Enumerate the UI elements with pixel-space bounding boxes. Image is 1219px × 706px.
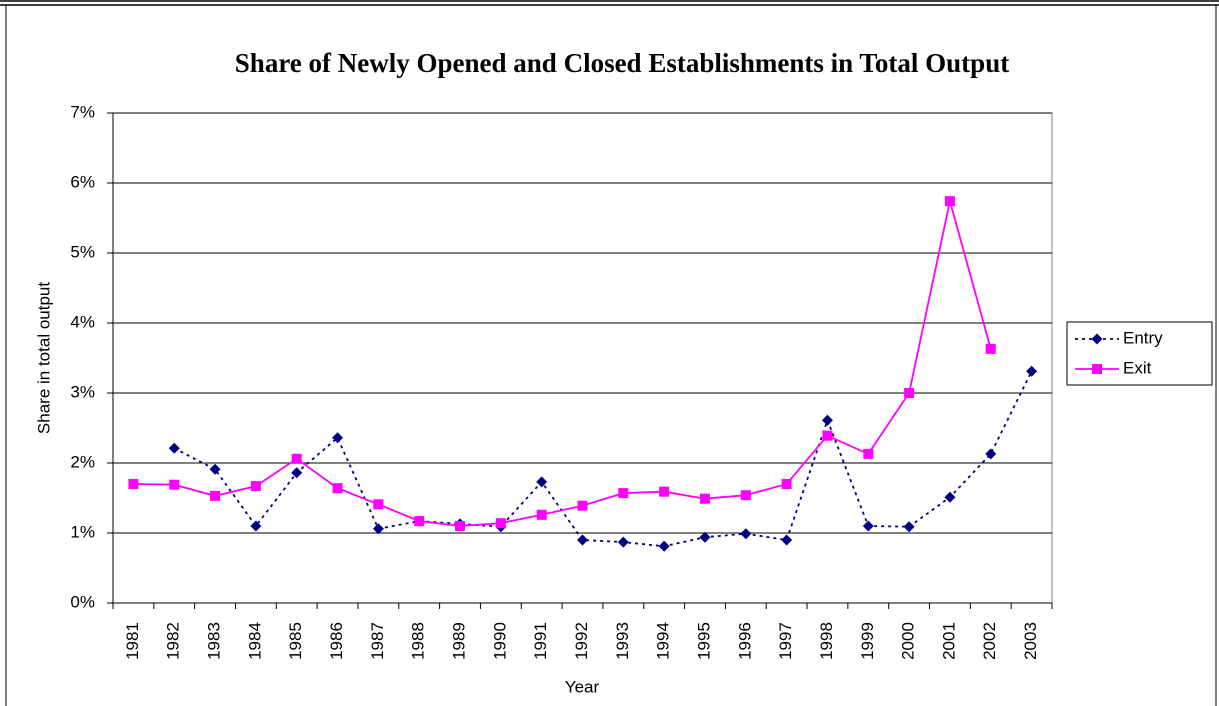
x-tick-label: 1996 bbox=[735, 622, 754, 660]
x-tick-label: 1987 bbox=[368, 622, 387, 660]
chart-title: Share of Newly Opened and Closed Establi… bbox=[235, 48, 1009, 78]
exit-marker bbox=[128, 479, 139, 489]
y-tick-label: 6% bbox=[70, 172, 95, 191]
x-tick-label: 1983 bbox=[205, 622, 224, 660]
entry-marker bbox=[332, 432, 344, 444]
x-tick-label: 2002 bbox=[980, 622, 999, 660]
x-tick-label: 1997 bbox=[776, 622, 795, 660]
legend-label: Exit bbox=[1123, 358, 1152, 377]
exit-marker bbox=[250, 481, 261, 492]
entry-marker bbox=[536, 476, 548, 488]
entry-marker bbox=[291, 467, 303, 479]
x-tick-label: 1986 bbox=[327, 622, 346, 660]
entry-marker bbox=[699, 531, 711, 543]
exit-marker bbox=[740, 490, 751, 501]
exit-marker bbox=[985, 343, 996, 354]
y-tick-label: 0% bbox=[70, 592, 95, 611]
x-tick-label: 1992 bbox=[572, 622, 591, 660]
exit-marker bbox=[210, 490, 221, 501]
entry-marker bbox=[617, 536, 629, 548]
series-line bbox=[173, 370, 1033, 548]
exit-marker bbox=[536, 509, 547, 520]
legend-box bbox=[1066, 321, 1213, 386]
exit-marker bbox=[781, 479, 792, 489]
x-tick-label: 1994 bbox=[654, 622, 673, 660]
entry-marker bbox=[821, 414, 833, 426]
exit-marker bbox=[699, 493, 710, 504]
entry-marker bbox=[168, 442, 180, 454]
entry-marker bbox=[903, 521, 915, 533]
entry-marker bbox=[250, 520, 262, 532]
x-tick-label: 1985 bbox=[286, 622, 305, 660]
exit-marker bbox=[659, 486, 670, 497]
exit-marker bbox=[414, 516, 425, 527]
y-tick-label: 7% bbox=[70, 102, 95, 121]
x-tick-label: 1989 bbox=[450, 622, 469, 660]
entry-marker bbox=[985, 448, 997, 460]
exit-marker bbox=[373, 499, 384, 510]
exit-marker bbox=[944, 196, 955, 207]
y-axis-label: Share in total output bbox=[34, 282, 53, 434]
entry-marker bbox=[577, 534, 588, 546]
entry-marker bbox=[209, 463, 221, 475]
y-tick-label: 1% bbox=[70, 522, 95, 541]
y-tick-label: 2% bbox=[70, 452, 95, 471]
x-tick-label: 1982 bbox=[164, 622, 183, 660]
legend-label: Entry bbox=[1123, 328, 1163, 347]
y-tick-label: 4% bbox=[70, 312, 95, 331]
x-tick-label: 1998 bbox=[817, 622, 836, 660]
entry-marker bbox=[862, 520, 874, 532]
x-tick-label: 1991 bbox=[531, 622, 550, 660]
exit-marker bbox=[169, 479, 180, 490]
x-tick-label: 1993 bbox=[613, 622, 632, 660]
entry-marker bbox=[372, 523, 384, 535]
exit-marker bbox=[577, 500, 588, 511]
x-tick-label: 1984 bbox=[245, 622, 264, 660]
x-tick-label: 2001 bbox=[939, 622, 958, 660]
entry-marker bbox=[658, 540, 670, 552]
x-tick-label: 1999 bbox=[858, 622, 877, 660]
x-tick-label: 1988 bbox=[409, 622, 428, 660]
entry-marker bbox=[944, 491, 956, 503]
entry-marker bbox=[740, 528, 752, 540]
exit-marker bbox=[618, 488, 629, 499]
x-tick-label: 2003 bbox=[1021, 622, 1040, 660]
x-tick-label: 1981 bbox=[123, 622, 142, 660]
exit-marker bbox=[904, 388, 915, 398]
legend-marker bbox=[1092, 364, 1102, 374]
y-tick-label: 5% bbox=[70, 242, 95, 261]
exit-marker bbox=[332, 483, 343, 494]
x-tick-label: 1990 bbox=[490, 622, 509, 660]
legend-marker bbox=[1091, 333, 1103, 345]
x-axis-label: Year bbox=[565, 677, 600, 696]
exit-marker bbox=[863, 448, 874, 459]
entry-marker bbox=[1026, 365, 1038, 377]
entry-marker bbox=[781, 534, 793, 546]
x-tick-label: 2000 bbox=[899, 622, 918, 660]
exit-marker bbox=[495, 518, 506, 529]
x-tick-label: 1995 bbox=[694, 622, 713, 660]
exit-marker bbox=[455, 521, 466, 531]
exit-marker bbox=[291, 453, 302, 464]
exit-marker bbox=[822, 430, 833, 441]
y-tick-label: 3% bbox=[70, 382, 95, 401]
series-line bbox=[133, 200, 992, 527]
